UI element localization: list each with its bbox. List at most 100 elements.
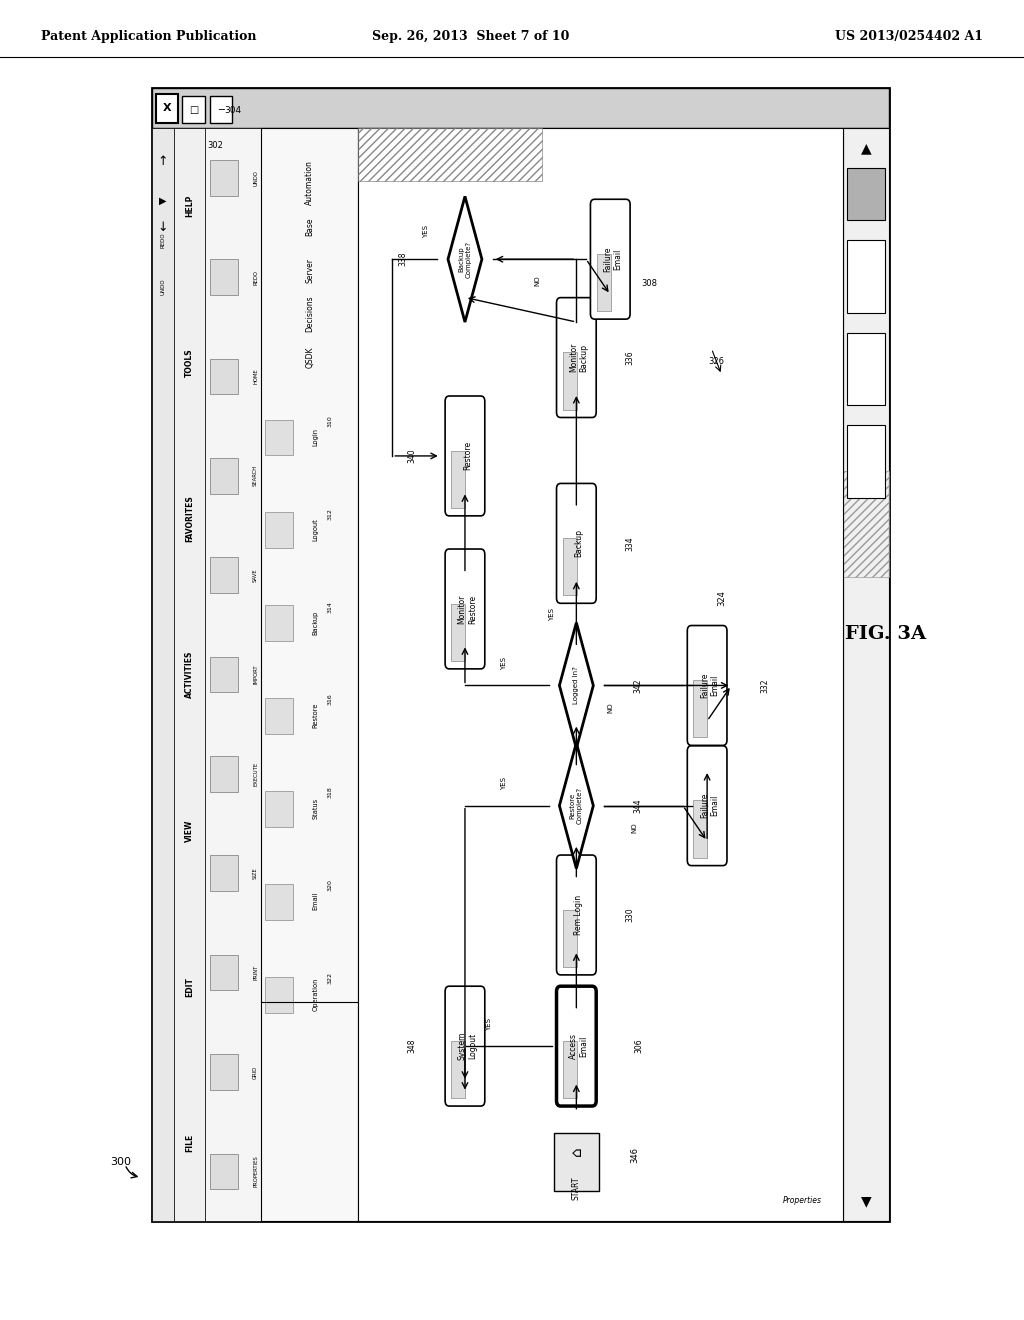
Text: Patent Application Publication: Patent Application Publication (41, 30, 256, 44)
FancyBboxPatch shape (562, 352, 577, 409)
Text: 324: 324 (717, 590, 726, 606)
Text: 302: 302 (207, 141, 223, 150)
FancyBboxPatch shape (562, 539, 577, 595)
Text: 348: 348 (408, 1039, 416, 1053)
Text: 308: 308 (641, 279, 657, 288)
FancyBboxPatch shape (687, 746, 727, 866)
Text: ▲: ▲ (860, 141, 871, 154)
Text: 314: 314 (328, 601, 333, 612)
Text: Logged In?: Logged In? (573, 667, 580, 705)
FancyBboxPatch shape (210, 1154, 238, 1189)
Text: ACTIVITIES: ACTIVITIES (185, 651, 194, 698)
Text: EDIT: EDIT (185, 977, 194, 997)
Text: 332: 332 (761, 678, 770, 693)
FancyBboxPatch shape (156, 94, 178, 123)
Text: START: START (571, 1176, 581, 1200)
Text: Login: Login (312, 428, 318, 446)
Text: ⌂: ⌂ (569, 1147, 584, 1156)
FancyBboxPatch shape (445, 549, 484, 669)
Text: FAVORITES: FAVORITES (185, 495, 194, 541)
Text: HOME: HOME (253, 368, 258, 384)
Text: UNDO: UNDO (161, 279, 165, 294)
Text: 316: 316 (328, 694, 333, 705)
Text: PROPERTIES: PROPERTIES (253, 1155, 258, 1187)
Text: Backup
Complete?: Backup Complete? (459, 240, 471, 277)
Text: Backup: Backup (574, 529, 584, 557)
FancyBboxPatch shape (265, 977, 293, 1012)
FancyBboxPatch shape (597, 253, 610, 312)
Text: Status: Status (312, 797, 318, 818)
FancyBboxPatch shape (265, 698, 293, 734)
Text: Access
Email: Access Email (569, 1034, 589, 1059)
Text: SAVE: SAVE (253, 569, 258, 582)
FancyBboxPatch shape (452, 450, 465, 508)
Text: 338: 338 (398, 252, 408, 267)
Text: YES: YES (423, 226, 429, 239)
Text: Restore
Complete?: Restore Complete? (570, 787, 583, 824)
FancyBboxPatch shape (152, 128, 174, 1221)
Text: UNDO: UNDO (253, 170, 258, 186)
Text: Properties: Properties (783, 1196, 822, 1205)
Text: NO: NO (535, 276, 541, 286)
FancyBboxPatch shape (445, 396, 484, 516)
FancyBboxPatch shape (210, 657, 238, 692)
Text: Failure
Email: Failure Email (699, 673, 719, 698)
Text: ▼: ▼ (860, 1195, 871, 1208)
Text: SEARCH: SEARCH (253, 465, 258, 486)
Text: 312: 312 (328, 508, 333, 520)
Text: Monitor
Backup: Monitor Backup (569, 343, 589, 372)
Text: 340: 340 (408, 449, 416, 463)
FancyBboxPatch shape (687, 626, 727, 746)
FancyBboxPatch shape (847, 240, 885, 313)
Text: 342: 342 (634, 678, 643, 693)
FancyBboxPatch shape (210, 855, 238, 891)
Text: Operation: Operation (312, 977, 318, 1011)
Text: REDO: REDO (253, 269, 258, 285)
Text: Monitor
Restore: Monitor Restore (458, 594, 477, 623)
Text: 322: 322 (328, 973, 333, 985)
FancyBboxPatch shape (210, 1055, 238, 1090)
Text: 344: 344 (634, 799, 643, 813)
FancyBboxPatch shape (152, 88, 889, 128)
FancyBboxPatch shape (265, 512, 293, 548)
Text: X: X (163, 103, 171, 114)
Text: IMPORT: IMPORT (253, 665, 258, 684)
Text: YES: YES (549, 609, 555, 620)
Text: Restore: Restore (312, 702, 318, 729)
Text: 318: 318 (328, 787, 333, 799)
Text: SIZE: SIZE (253, 867, 258, 879)
FancyBboxPatch shape (556, 855, 596, 975)
Text: ─: ─ (218, 104, 224, 115)
Text: Email: Email (312, 892, 318, 911)
FancyBboxPatch shape (452, 1041, 465, 1098)
Text: US 2013/0254402 A1: US 2013/0254402 A1 (835, 30, 983, 44)
Text: FIG. 3A: FIG. 3A (845, 624, 927, 643)
FancyBboxPatch shape (152, 88, 889, 1221)
FancyBboxPatch shape (445, 986, 484, 1106)
FancyBboxPatch shape (210, 557, 238, 593)
Text: 304: 304 (224, 106, 242, 115)
Text: YES: YES (486, 1018, 493, 1031)
Text: GRID: GRID (253, 1065, 258, 1078)
Text: □: □ (188, 104, 199, 115)
Text: ↓: ↓ (158, 220, 168, 234)
Text: Failure
Email: Failure Email (699, 793, 719, 818)
FancyBboxPatch shape (693, 680, 708, 738)
Text: 330: 330 (625, 908, 634, 923)
FancyBboxPatch shape (210, 458, 238, 494)
FancyBboxPatch shape (265, 791, 293, 826)
Text: NO: NO (632, 822, 638, 833)
Text: 300: 300 (111, 1156, 131, 1167)
Text: Automation: Automation (305, 160, 314, 205)
FancyBboxPatch shape (210, 756, 238, 792)
FancyBboxPatch shape (210, 160, 238, 195)
Text: EXECUTE: EXECUTE (253, 762, 258, 785)
Text: HELP: HELP (185, 195, 194, 218)
Text: 306: 306 (635, 1039, 644, 1053)
FancyBboxPatch shape (843, 128, 889, 1221)
FancyBboxPatch shape (562, 909, 577, 968)
FancyBboxPatch shape (182, 96, 205, 123)
FancyBboxPatch shape (452, 603, 465, 661)
Text: Server: Server (305, 257, 314, 282)
Text: YES: YES (501, 777, 507, 791)
